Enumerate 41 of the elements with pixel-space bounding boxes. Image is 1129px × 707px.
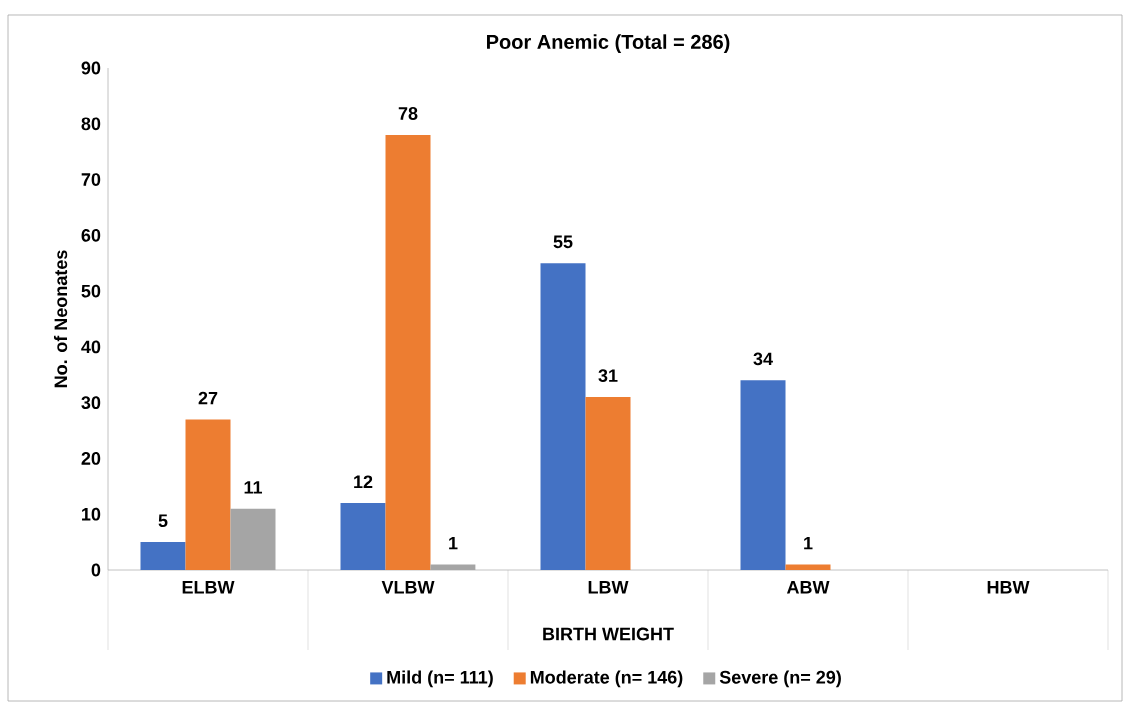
bar: [430, 564, 476, 570]
data-label: 78: [398, 107, 418, 120]
bar: [740, 380, 786, 570]
y-tick-label: 80: [81, 117, 101, 131]
x-tick-label: LBW: [588, 581, 629, 594]
data-label: 11: [244, 481, 263, 494]
y-tick-label: 90: [81, 61, 101, 75]
chart-title: Poor Anemic (Total = 286): [487, 34, 730, 53]
y-tick-label: 0: [91, 563, 101, 577]
bar: [540, 263, 586, 570]
data-label: 5: [158, 514, 168, 528]
y-tick-label: 60: [81, 228, 101, 242]
x-tick-label: HBW: [987, 581, 1030, 594]
data-label: 12: [354, 475, 373, 488]
x-tick-label: VLBW: [381, 581, 435, 594]
y-tick-label: 30: [81, 396, 101, 410]
bar: [785, 564, 831, 570]
y-tick-label: 70: [81, 173, 101, 186]
legend-label: Moderate (n= 146): [530, 670, 683, 688]
y-tick-label: 20: [81, 452, 101, 465]
x-axis-title: BIRTH WEIGHT: [543, 627, 674, 641]
y-tick-label: 10: [82, 507, 101, 521]
bar: [185, 419, 231, 570]
data-label: 31: [598, 369, 618, 383]
data-label: 27: [198, 391, 218, 405]
bar: [585, 397, 631, 570]
x-tick-label: ELBW: [182, 581, 235, 594]
data-label: 55: [553, 235, 573, 249]
y-tick-label: 40: [81, 340, 101, 354]
data-label: 1: [449, 536, 458, 550]
legend-label: Mild (n= 111): [387, 670, 493, 688]
data-label: 1: [804, 536, 813, 550]
y-axis-title: No. of Neonates: [53, 250, 68, 388]
bar: [340, 503, 386, 570]
y-tick-label: 50: [81, 284, 101, 298]
bar: [230, 508, 276, 570]
legend-label: Severe (n= 29): [719, 670, 841, 688]
bar: [140, 542, 186, 570]
bar: [385, 134, 431, 570]
data-label: 34: [753, 352, 773, 366]
x-tick-label: ABW: [786, 581, 830, 594]
